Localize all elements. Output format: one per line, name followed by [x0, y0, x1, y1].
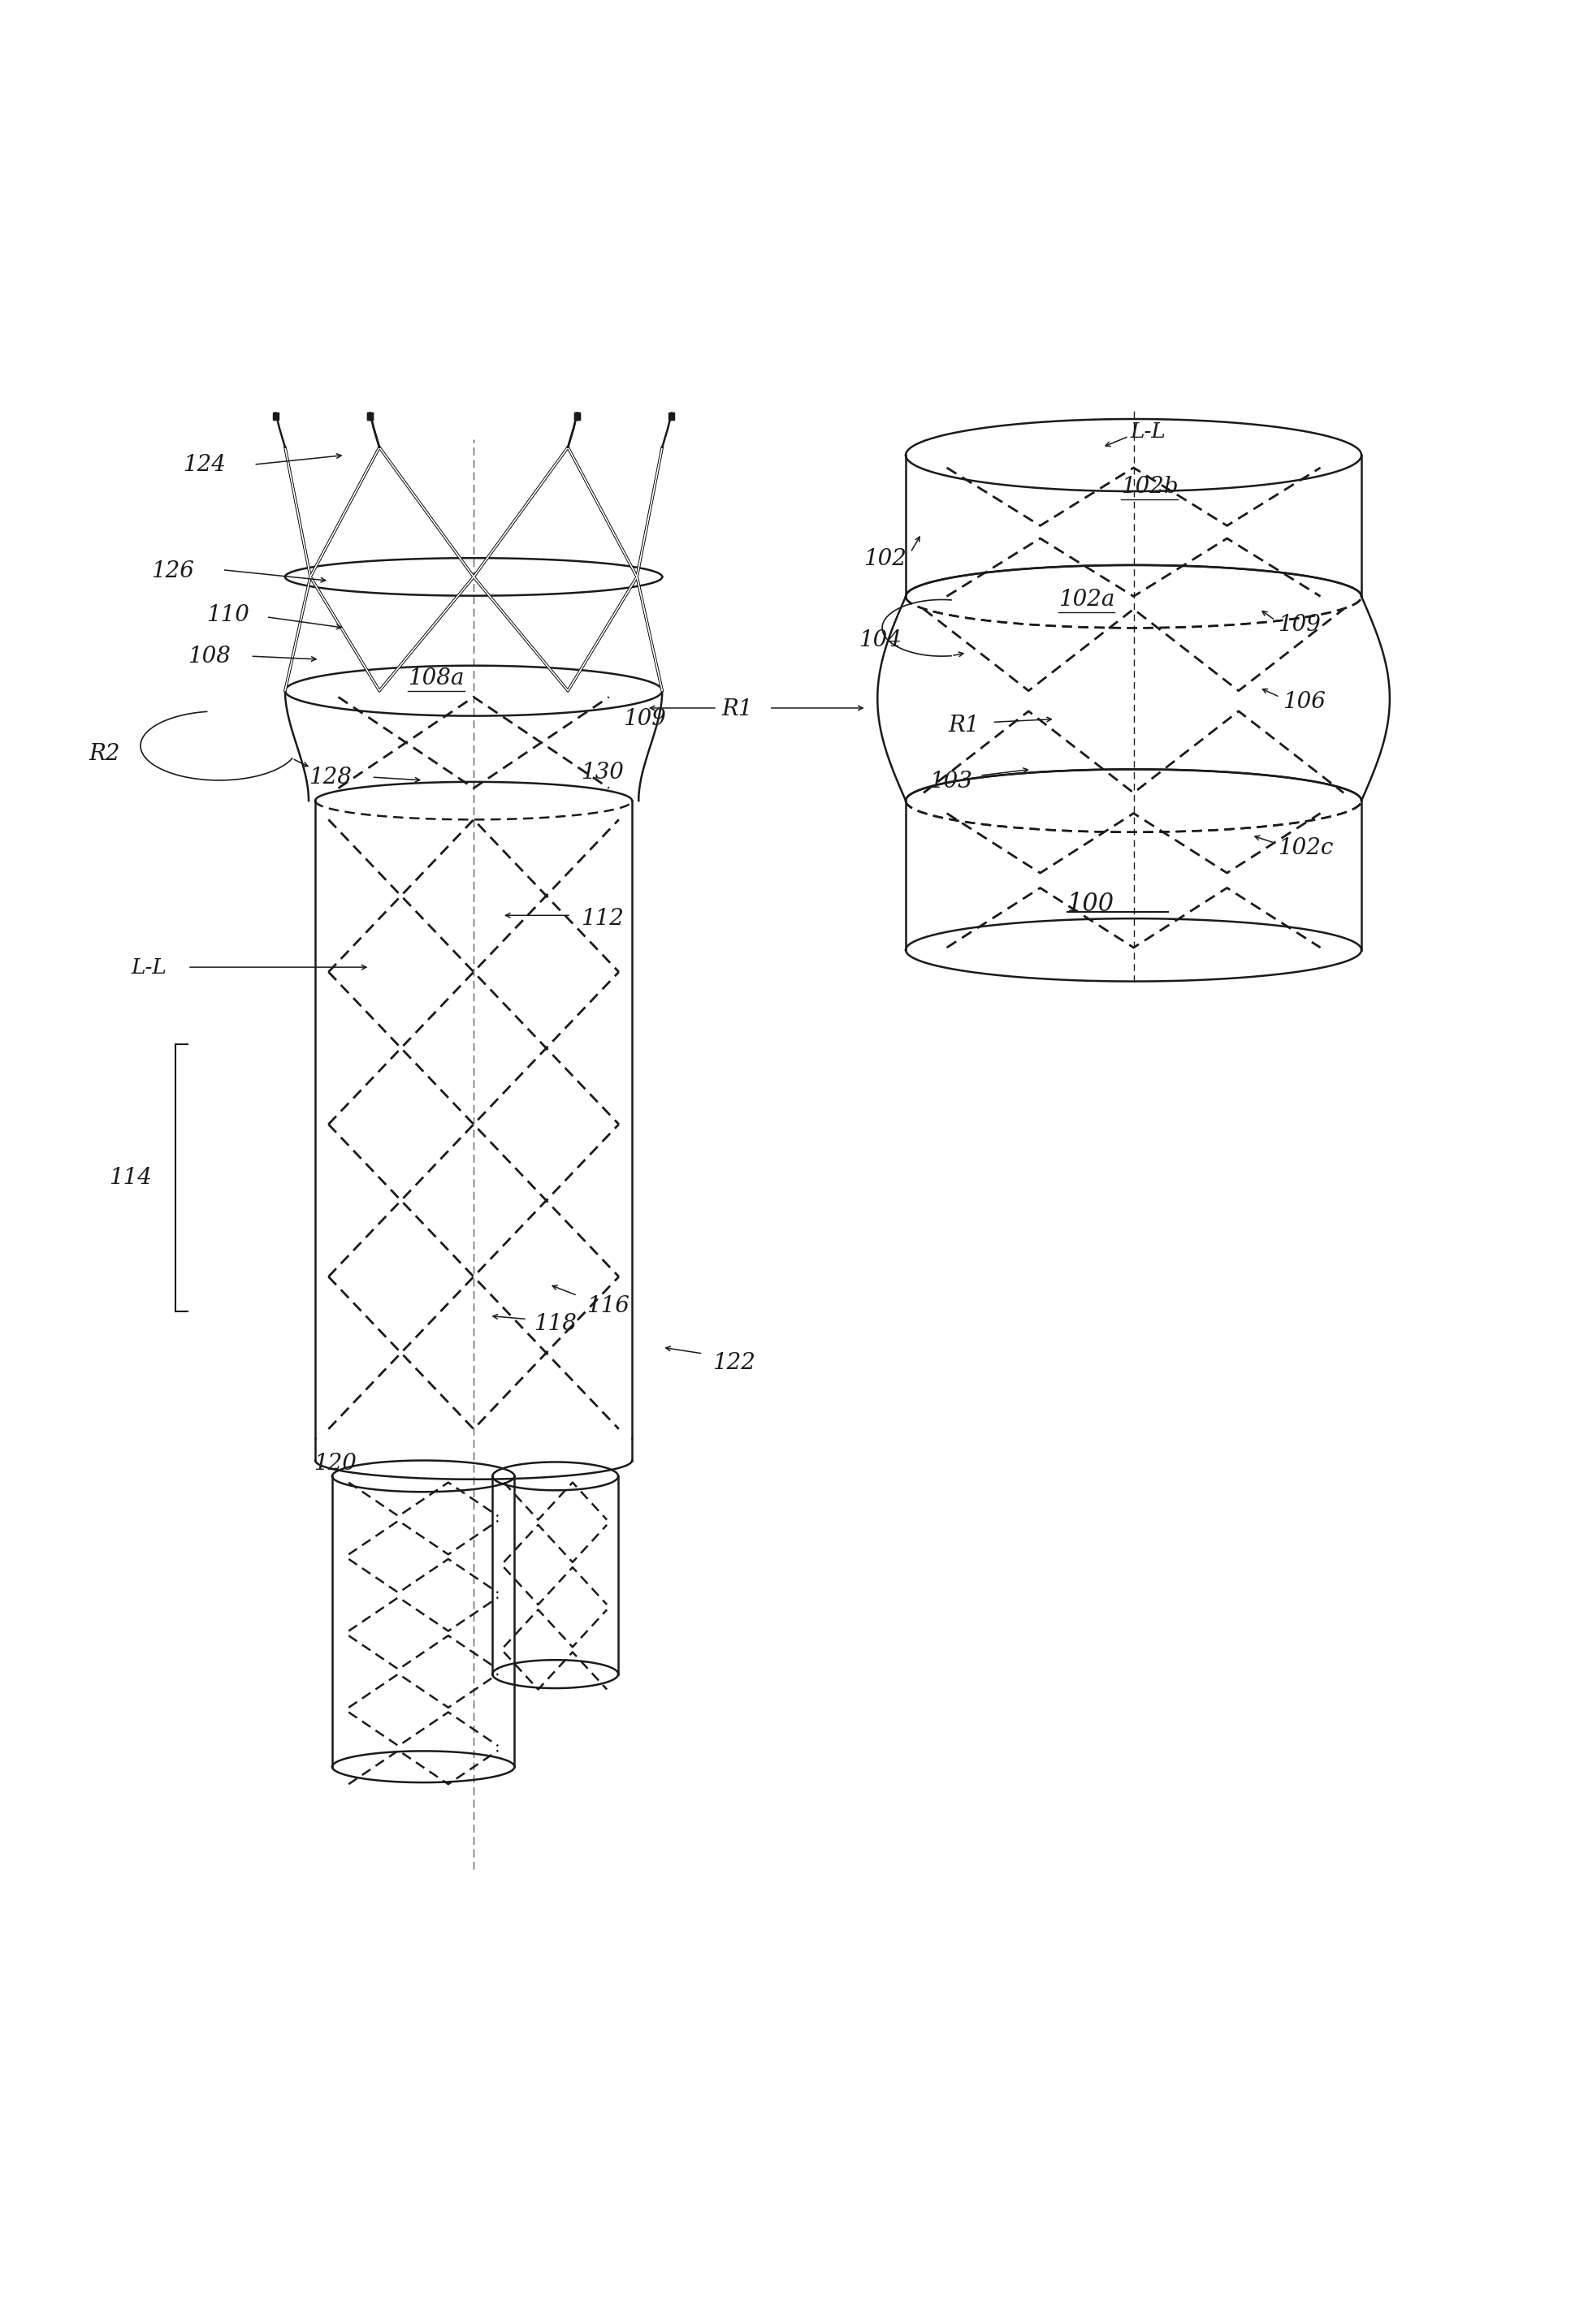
Text: L-L: L-L — [1129, 421, 1166, 442]
Text: 124: 124 — [183, 453, 225, 476]
Text: 109: 109 — [1277, 614, 1320, 637]
Text: R2: R2 — [88, 744, 120, 765]
Text: 116: 116 — [586, 1294, 630, 1318]
Text: 118: 118 — [532, 1313, 576, 1334]
Text: 108a: 108a — [408, 667, 463, 690]
Text: R1: R1 — [948, 713, 980, 737]
Text: 102: 102 — [863, 548, 906, 569]
Text: 126: 126 — [151, 560, 194, 583]
Text: R1: R1 — [721, 700, 753, 720]
Text: 106: 106 — [1282, 690, 1325, 713]
Text: 130: 130 — [580, 762, 624, 783]
Text: 108: 108 — [187, 646, 230, 667]
Text: 103: 103 — [929, 772, 972, 792]
Text: 104: 104 — [858, 630, 901, 651]
Text: 128: 128 — [309, 767, 351, 788]
Text: L-L: L-L — [131, 957, 167, 978]
Text: 122: 122 — [712, 1353, 754, 1373]
Text: 100: 100 — [1066, 892, 1114, 918]
Text: 102a: 102a — [1058, 588, 1114, 611]
Text: 109: 109 — [622, 709, 666, 730]
Text: 102b: 102b — [1120, 476, 1178, 497]
Text: 120: 120 — [313, 1452, 356, 1473]
Text: 110: 110 — [206, 604, 249, 627]
Text: 114: 114 — [109, 1167, 151, 1188]
Text: 102c: 102c — [1277, 837, 1332, 860]
Text: 112: 112 — [580, 909, 624, 930]
